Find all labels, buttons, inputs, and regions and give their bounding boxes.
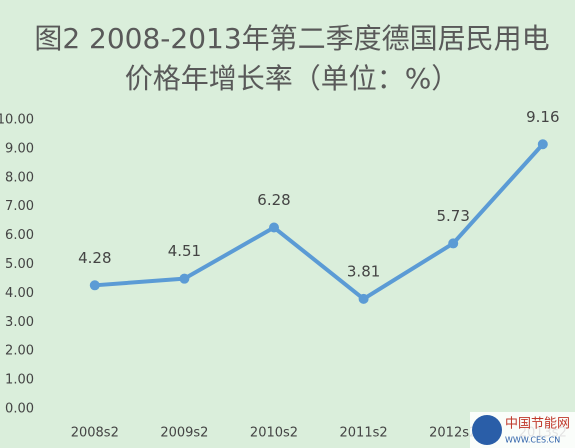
watermark-logo <box>472 415 502 445</box>
chart-title: 图2 2008-2013年第二季度德国居民用电 <box>34 22 549 55</box>
y-tick-label: 1.00 <box>5 373 34 388</box>
point <box>179 273 190 284</box>
y-tick-label: 5.00 <box>5 257 34 272</box>
value-label: 3.81 <box>347 262 380 280</box>
y-tick-label: 7.00 <box>5 199 34 214</box>
x-tick-label: 2011s2 <box>340 426 388 441</box>
y-tick-label: 8.00 <box>5 170 34 185</box>
y-tick-label: 3.00 <box>5 315 34 330</box>
value-label: 4.51 <box>168 242 201 260</box>
value-label: 5.73 <box>436 207 469 225</box>
x-tick-label: 2009s2 <box>160 426 208 441</box>
watermark: 中国节能网 WWW.CES.CN <box>470 412 575 448</box>
watermark-name: 中国节能网 <box>505 417 570 432</box>
point <box>269 222 279 233</box>
line <box>94 142 545 301</box>
y-tick-label: 4.00 <box>5 286 34 301</box>
value-label: 4.28 <box>78 249 111 267</box>
y-tick-label: 10.00 <box>0 113 34 128</box>
y-tick-label: 6.00 <box>5 228 34 243</box>
x-tick-label: 2008s2 <box>71 426 119 441</box>
y-tick-label: 9.00 <box>5 141 34 156</box>
point <box>448 238 459 249</box>
y-tick-label: 0.00 <box>5 402 34 417</box>
x-tick-label: 2012s2 <box>429 426 477 441</box>
point <box>537 139 548 150</box>
value-label: 9.16 <box>526 108 559 126</box>
point <box>89 280 100 291</box>
x-tick-label: 2010s2 <box>250 426 298 441</box>
chart-title: 价格年增长率（单位：%） <box>125 62 460 95</box>
point <box>358 293 369 304</box>
value-label: 6.28 <box>257 191 290 209</box>
y-tick-label: 2.00 <box>5 344 34 359</box>
watermark-url: WWW.CES.CN <box>505 436 560 445</box>
